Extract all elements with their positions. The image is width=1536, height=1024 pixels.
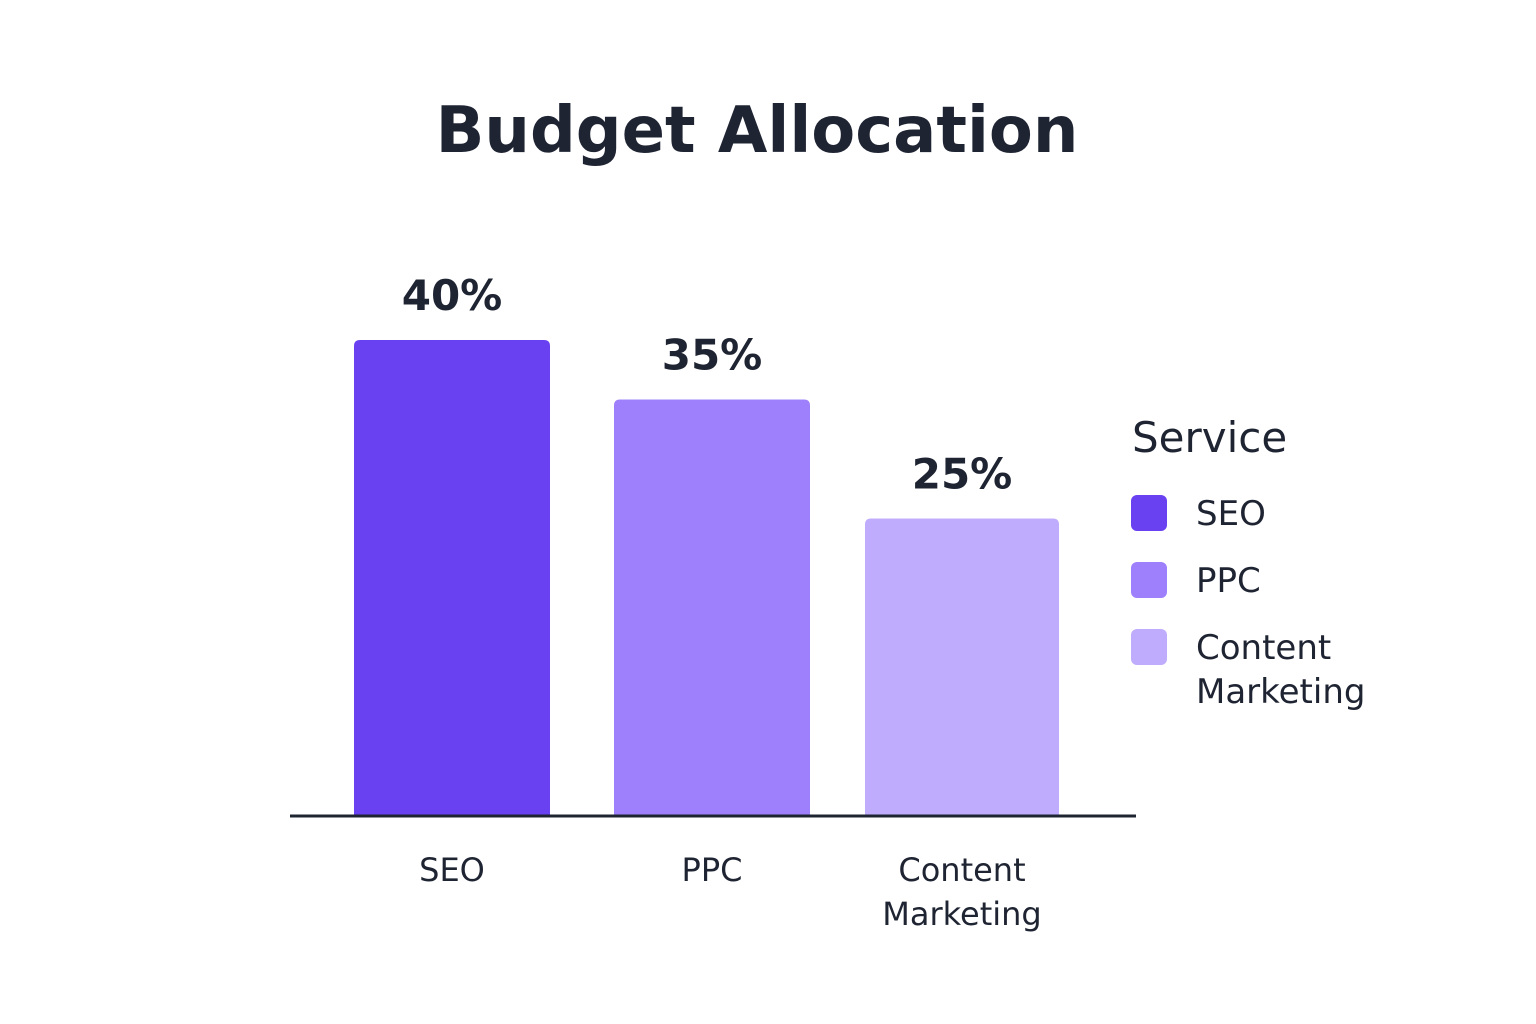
category-label-content-marketing: Content Marketing [882,851,1041,933]
bar-ppc [614,399,810,816]
value-labels: 40% 35% 25% [402,271,1013,499]
legend-swatch-ppc [1131,562,1167,598]
category-label-seo: SEO [419,851,485,889]
legend-title: Service [1132,413,1287,462]
legend-entries: SEO PPC Content Marketing [1131,494,1365,712]
value-label-ppc: 35% [662,331,763,380]
legend: Service SEO PPC Content Marketing [1131,413,1365,712]
category-labels: SEO PPC Content Marketing [419,851,1042,933]
legend-label-content-marketing: Content Marketing [1196,628,1365,712]
bars [354,340,1059,816]
category-label-ppc: PPC [682,851,743,889]
value-label-content-marketing: 25% [912,450,1013,499]
value-label-seo: 40% [402,271,503,320]
chart-title: Budget Allocation [436,94,1079,168]
legend-label-ppc: PPC [1196,561,1261,601]
legend-swatch-seo [1131,495,1167,531]
legend-swatch-content-marketing [1131,629,1167,665]
bar-content-marketing [865,518,1059,816]
legend-label-seo: SEO [1196,494,1266,534]
bar-seo [354,340,550,816]
